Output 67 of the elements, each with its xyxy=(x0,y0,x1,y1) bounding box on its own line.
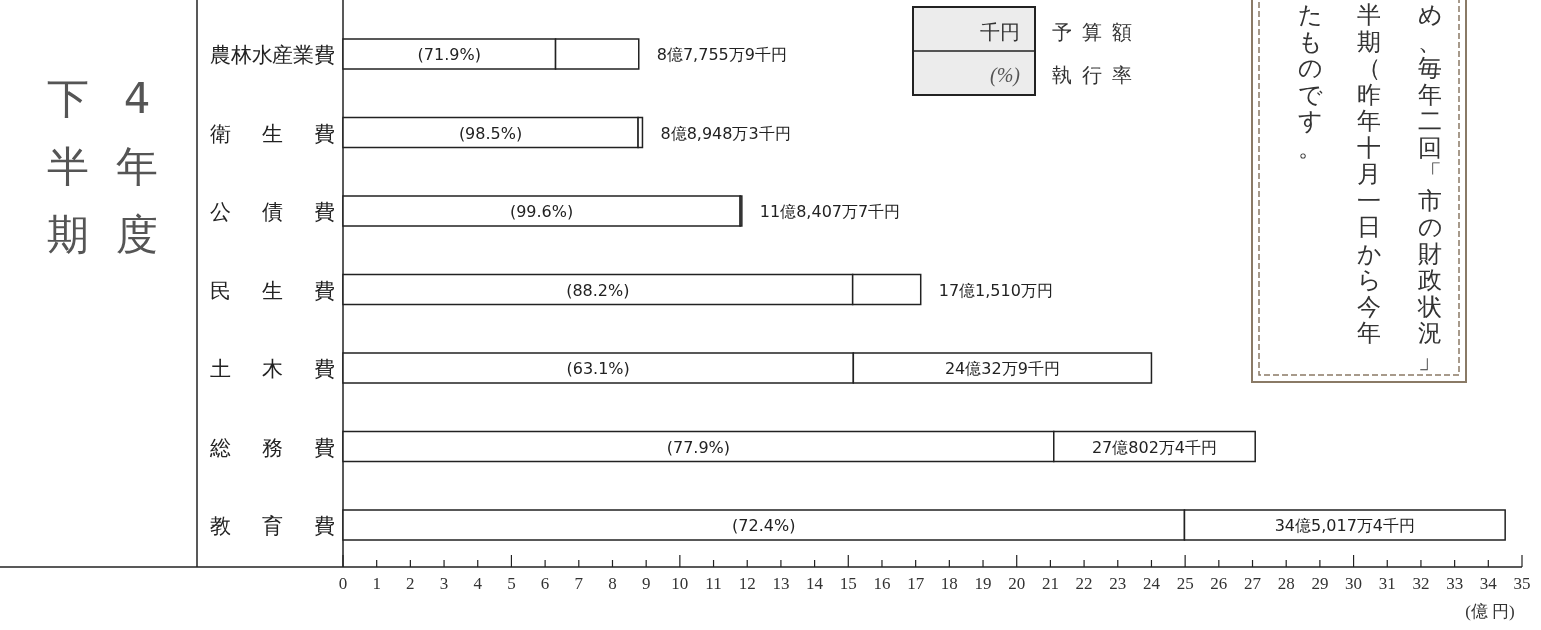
y-tick-label: 衛生費 xyxy=(210,121,335,146)
x-tick-label: 12 xyxy=(738,574,756,593)
annotation: (72.4%) xyxy=(732,516,796,535)
x-tick-label: 5 xyxy=(507,574,516,593)
x-tick-label: 35 xyxy=(1513,574,1531,593)
x-axis-title: (億 円) xyxy=(1465,602,1515,621)
text: 下半期 xyxy=(47,73,89,259)
x-tick-label: 15 xyxy=(839,574,857,593)
x-tick-label: 30 xyxy=(1345,574,1363,593)
x-tick-label: 19 xyxy=(974,574,992,593)
x-tick-label: 31 xyxy=(1378,574,1396,593)
annotation: (77.9%) xyxy=(666,437,731,457)
x-tick-label: 3 xyxy=(439,574,449,593)
x-tick-label: 34 xyxy=(1479,574,1498,593)
x-tick-label: 17 xyxy=(907,574,925,593)
y-tick-label: 教育費 xyxy=(210,514,335,538)
annotation: 千円 xyxy=(980,20,1020,44)
y-tick-label: 総務費 xyxy=(209,435,335,460)
total-label: 8億8,948万3千円 xyxy=(660,123,791,143)
x-tick-label: 21 xyxy=(1041,574,1059,593)
text: め、毎年二回「市の財政状況」 xyxy=(1417,1,1443,374)
x-tick-label: 16 xyxy=(873,574,891,593)
y-tick-label: 民生費 xyxy=(210,278,335,303)
x-tick-label: 14 xyxy=(806,574,824,593)
text: 半期（昨年十月一日から今年 xyxy=(1356,1,1382,348)
x-tick-label: 25 xyxy=(1176,574,1194,593)
x-tick-label: 20 xyxy=(1008,574,1026,593)
annotation: (99.6%) xyxy=(509,202,574,221)
total-label: 34億5,017万4千円 xyxy=(1274,516,1415,535)
y-tick-label: 農林水産業費 xyxy=(210,43,335,67)
text: 4年度 xyxy=(116,73,158,259)
x-tick-label: 33 xyxy=(1446,574,1464,593)
total-label: 24億32万9千円 xyxy=(944,359,1060,378)
y-tick-label: 土木費 xyxy=(210,357,335,381)
annotation: (71.9%) xyxy=(417,45,481,64)
annotation: 執行率 xyxy=(1052,63,1142,87)
x-tick-label: 26 xyxy=(1210,574,1228,593)
y-tick-label: 公債費 xyxy=(210,200,335,224)
x-tick-label: 23 xyxy=(1109,574,1127,593)
total-label: 11億8,407万7千円 xyxy=(759,202,901,221)
x-tick-label: 28 xyxy=(1277,574,1295,593)
annotation: (63.1%) xyxy=(566,359,630,378)
x-tick-label: 18 xyxy=(940,574,958,593)
x-tick-label: 0 xyxy=(338,574,348,593)
x-tick-label: 11 xyxy=(705,574,722,593)
x-tick-label: 29 xyxy=(1311,574,1329,593)
x-tick-label: 6 xyxy=(540,574,550,593)
x-tick-label: 32 xyxy=(1412,574,1430,593)
x-tick-label: 27 xyxy=(1244,574,1262,593)
annotation: (98.5%) xyxy=(458,123,523,143)
total-label: 8億7,755万9千円 xyxy=(656,45,787,64)
total-label: 27億802万4千円 xyxy=(1091,437,1218,457)
x-tick-label: 24 xyxy=(1142,574,1161,593)
x-tick-label: 7 xyxy=(574,574,584,593)
x-tick-label: 8 xyxy=(608,574,617,593)
x-tick-label: 4 xyxy=(473,574,483,593)
x-tick-label: 2 xyxy=(406,574,415,593)
total-label: 17億1,510万円 xyxy=(938,280,1053,300)
annotation: (%) xyxy=(990,64,1021,87)
x-tick-label: 10 xyxy=(671,574,689,593)
x-tick-label: 13 xyxy=(772,574,790,593)
x-tick-label: 22 xyxy=(1075,574,1093,593)
x-tick-label: 9 xyxy=(641,574,651,593)
x-tick-label: 1 xyxy=(372,574,381,593)
annotation: たものです。 xyxy=(1297,1,1323,162)
annotation: 予算額 xyxy=(1052,20,1142,44)
annotation: (88.2%) xyxy=(566,280,630,300)
